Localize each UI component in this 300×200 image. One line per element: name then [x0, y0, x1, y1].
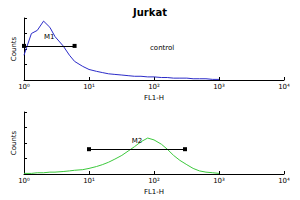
- svg-text:M2: M2: [132, 137, 143, 145]
- svg-text:10⁰: 10⁰: [18, 177, 30, 185]
- svg-text:FL1-H: FL1-H: [144, 94, 164, 102]
- svg-text:10³: 10³: [213, 83, 225, 91]
- svg-text:10¹: 10¹: [83, 177, 95, 185]
- svg-text:Counts: Counts: [10, 36, 18, 61]
- svg-text:10⁴: 10⁴: [278, 83, 290, 91]
- svg-text:10²: 10²: [148, 177, 160, 185]
- svg-text:10¹: 10¹: [83, 83, 95, 91]
- svg-text:M1: M1: [44, 33, 55, 41]
- svg-text:Counts: Counts: [10, 130, 18, 155]
- svg-text:control: control: [150, 44, 174, 52]
- svg-text:10⁰: 10⁰: [18, 83, 30, 91]
- svg-text:10⁴: 10⁴: [278, 177, 290, 185]
- svg-text:FL1-H: FL1-H: [144, 188, 164, 196]
- svg-text:10³: 10³: [213, 177, 225, 185]
- svg-text:10²: 10²: [148, 83, 160, 91]
- svg-text:Jurkat: Jurkat: [132, 7, 167, 18]
